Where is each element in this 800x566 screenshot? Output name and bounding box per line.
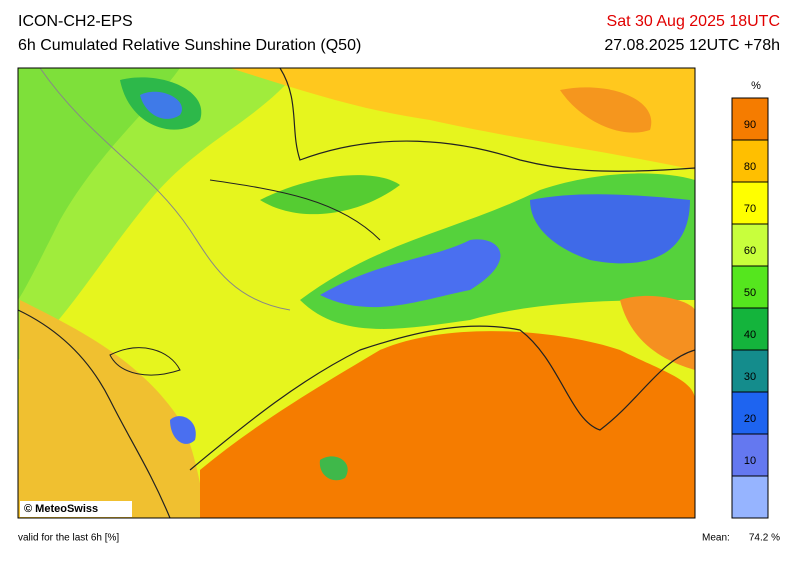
run-time: 27.08.2025 12UTC +78h <box>604 37 780 54</box>
colorbar-tick-label: 70 <box>744 203 756 215</box>
colorbar-tick-label: 60 <box>744 245 756 257</box>
colorbar-bin <box>732 434 768 476</box>
mean-value: 74.2 % <box>749 533 780 544</box>
credit: © MeteoSwiss <box>24 503 98 515</box>
title: 6h Cumulated Relative Sunshine Duration … <box>18 37 361 54</box>
colorbar-unit: % <box>751 80 761 92</box>
colorbar-bin <box>732 266 768 308</box>
colorbar-bin <box>732 476 768 518</box>
colorbar-bin <box>732 392 768 434</box>
colorbar-bin <box>732 140 768 182</box>
map: © MeteoSwiss <box>17 67 696 519</box>
colorbar-bin <box>732 182 768 224</box>
model-name: ICON-CH2-EPS <box>18 13 133 30</box>
colorbar-tick-label: 10 <box>744 455 756 467</box>
mean-label: Mean: <box>702 533 730 544</box>
colorbar-bin <box>732 98 768 140</box>
valid-time: Sat 30 Aug 2025 18UTC <box>607 13 780 30</box>
colorbar-bin <box>732 350 768 392</box>
colorbar-tick-label: 80 <box>744 161 756 173</box>
colorbar-tick-label: 50 <box>744 287 756 299</box>
colorbar-bin <box>732 308 768 350</box>
validity-note: valid for the last 6h [%] <box>18 533 119 544</box>
colorbar-tick-label: 30 <box>744 371 756 383</box>
colorbar: 10 20 30 40 50 60 70 80 90 <box>731 97 769 519</box>
colorbar-tick-label: 20 <box>744 413 756 425</box>
colorbar-tick-label: 90 <box>744 119 756 131</box>
colorbar-bin <box>732 224 768 266</box>
colorbar-tick-label: 40 <box>744 329 756 341</box>
